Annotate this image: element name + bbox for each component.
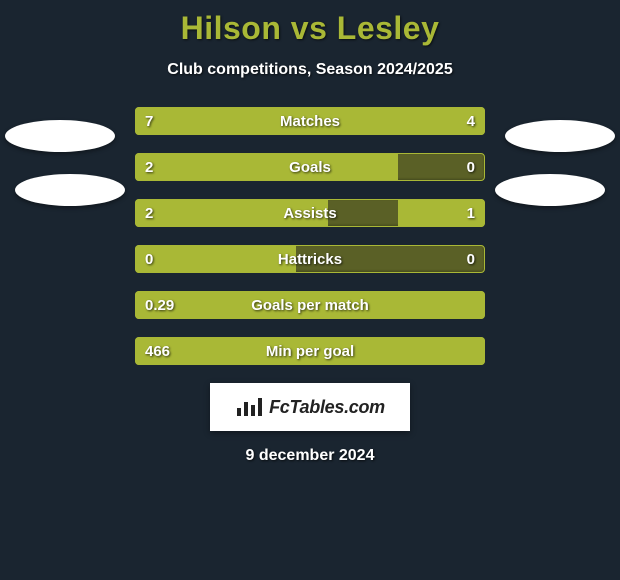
stat-bar-left <box>135 245 296 273</box>
stat-row: Hattricks00 <box>135 245 485 273</box>
player-placeholder-ellipse <box>15 174 125 206</box>
stat-row: Matches74 <box>135 107 485 135</box>
player-placeholder-ellipse <box>5 120 115 152</box>
player-placeholder-ellipse <box>495 174 605 206</box>
stat-bar-left <box>135 153 398 181</box>
stat-row: Assists21 <box>135 199 485 227</box>
comparison-title: Hilson vs Lesley <box>0 10 620 47</box>
player-placeholder-ellipse <box>505 120 615 152</box>
stat-bar-left <box>135 199 328 227</box>
stat-bar-left <box>135 337 485 365</box>
stats-rows: Matches74 Goals20 Assists21 Hattricks00 Goal… <box>135 107 485 365</box>
stat-row: Goals per match0.29 <box>135 291 485 319</box>
site-logo: FcTables.com <box>210 383 410 431</box>
stat-row: Min per goal466 <box>135 337 485 365</box>
snapshot-date: 9 december 2024 <box>0 447 620 465</box>
stat-bar-left <box>135 291 485 319</box>
comparison-subtitle: Club competitions, Season 2024/2025 <box>0 61 620 79</box>
bar-chart-icon <box>235 396 263 418</box>
stat-bar-left <box>135 107 358 135</box>
stat-bar-right <box>358 107 485 135</box>
stat-row: Goals20 <box>135 153 485 181</box>
logo-text: FcTables.com <box>269 397 385 418</box>
stat-bar-right <box>398 199 486 227</box>
